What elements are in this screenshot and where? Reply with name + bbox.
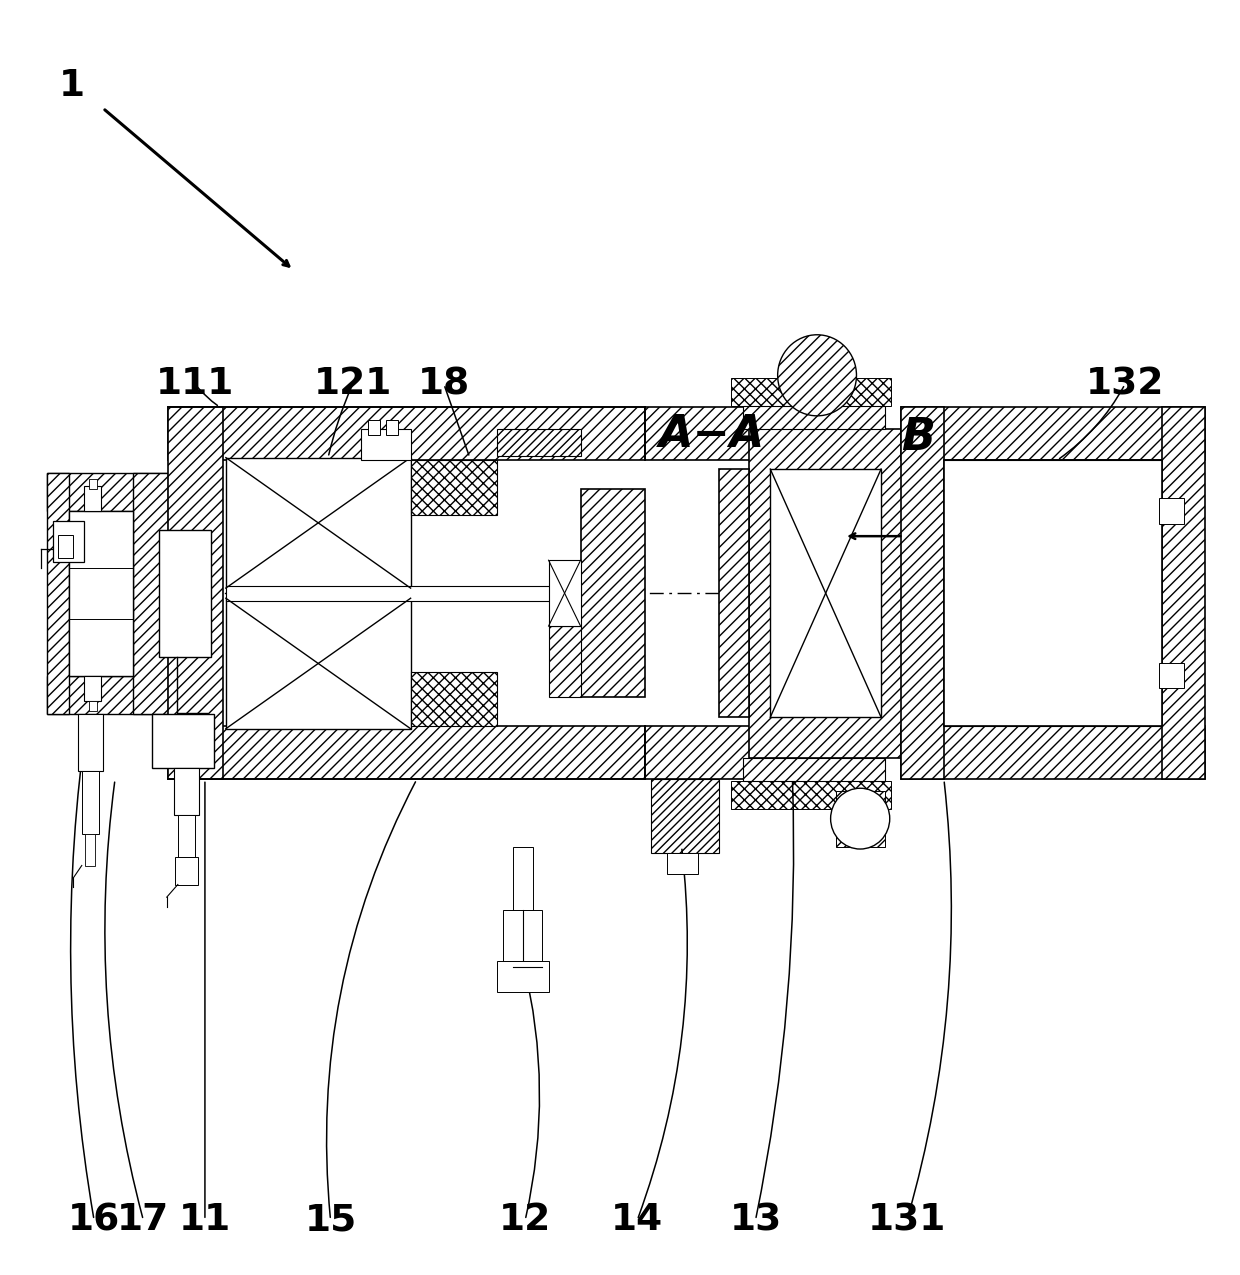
- Bar: [89, 701, 97, 711]
- Bar: [944, 460, 1162, 727]
- Bar: [513, 847, 532, 910]
- Bar: [134, 473, 167, 714]
- Bar: [69, 511, 134, 676]
- Text: 12: 12: [498, 1202, 552, 1238]
- Bar: [367, 419, 379, 435]
- Bar: [1159, 663, 1184, 688]
- Bar: [770, 469, 882, 718]
- Bar: [174, 768, 198, 815]
- Text: B: B: [901, 416, 935, 459]
- Text: 11: 11: [179, 1202, 231, 1238]
- Bar: [900, 407, 1205, 460]
- Text: A−A: A−A: [660, 413, 765, 456]
- Bar: [84, 486, 102, 511]
- Bar: [497, 960, 548, 992]
- Bar: [743, 405, 885, 428]
- Bar: [153, 714, 213, 768]
- Bar: [47, 676, 176, 714]
- Text: 17: 17: [118, 1202, 170, 1238]
- Bar: [410, 672, 497, 727]
- Bar: [53, 521, 84, 561]
- Bar: [651, 779, 718, 853]
- Bar: [795, 362, 839, 393]
- Text: 132: 132: [1086, 366, 1164, 402]
- Text: 121: 121: [314, 366, 392, 402]
- Bar: [836, 790, 885, 847]
- Bar: [167, 407, 645, 460]
- Text: 131: 131: [868, 1202, 946, 1238]
- Bar: [548, 560, 580, 626]
- Bar: [386, 419, 398, 435]
- Bar: [167, 407, 223, 779]
- Bar: [167, 727, 645, 779]
- Bar: [667, 853, 698, 875]
- Bar: [175, 857, 197, 885]
- Bar: [361, 428, 410, 460]
- Text: 13: 13: [729, 1202, 781, 1238]
- Circle shape: [777, 335, 857, 416]
- Bar: [1159, 499, 1184, 524]
- Text: 16: 16: [68, 1202, 120, 1238]
- Bar: [160, 530, 211, 657]
- Bar: [410, 460, 497, 515]
- Bar: [1162, 407, 1205, 779]
- Bar: [47, 473, 176, 511]
- Text: 111: 111: [156, 366, 234, 402]
- Bar: [177, 815, 195, 857]
- Bar: [730, 377, 892, 405]
- Text: 15: 15: [305, 1202, 357, 1238]
- Bar: [78, 714, 103, 770]
- Bar: [226, 598, 410, 729]
- Bar: [730, 780, 892, 808]
- Bar: [580, 490, 645, 697]
- Bar: [743, 757, 885, 780]
- Bar: [84, 676, 102, 701]
- Bar: [718, 469, 749, 718]
- Text: 1: 1: [58, 69, 86, 105]
- Bar: [58, 536, 73, 557]
- Bar: [548, 626, 580, 697]
- Bar: [86, 834, 95, 866]
- Bar: [226, 458, 410, 588]
- Bar: [645, 727, 755, 779]
- Bar: [82, 770, 99, 834]
- Bar: [47, 473, 69, 714]
- Text: 18: 18: [418, 366, 470, 402]
- Bar: [900, 727, 1205, 779]
- Bar: [89, 479, 97, 490]
- Bar: [226, 585, 580, 601]
- Bar: [645, 407, 755, 460]
- Bar: [497, 428, 580, 456]
- Bar: [503, 910, 542, 960]
- Bar: [749, 428, 903, 757]
- Text: 14: 14: [611, 1202, 663, 1238]
- Bar: [900, 407, 944, 779]
- Circle shape: [831, 788, 890, 849]
